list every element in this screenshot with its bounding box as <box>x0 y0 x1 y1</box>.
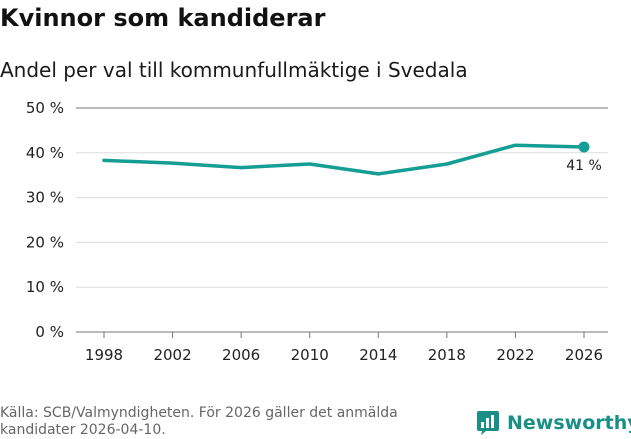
series-line <box>102 143 586 176</box>
line-chart: 0 % 10 % 20 % 30 % 40 % 50 % 1998 2002 2006 2010 2… <box>26 99 608 364</box>
y-tick-label: 20 % <box>26 233 64 251</box>
x-tick-label: 2018 <box>428 346 466 364</box>
x-tick-label: 2022 <box>496 346 534 364</box>
x-tick-label: 2014 <box>359 346 397 364</box>
end-point-marker <box>578 141 590 153</box>
x-tick-label: 2026 <box>565 346 603 364</box>
source-note: Källa: SCB/Valmyndigheten. För 2026 gäll… <box>0 405 398 438</box>
newsworthy-logo-icon <box>477 411 499 435</box>
y-tick-label: 10 % <box>26 278 64 296</box>
x-tick-label: 1998 <box>85 346 123 364</box>
y-tick-label: 30 % <box>26 189 64 207</box>
x-tick-label: 2002 <box>153 346 191 364</box>
y-tick-label: 50 % <box>26 99 64 117</box>
end-point-label: 41 % <box>566 158 602 174</box>
brand-name: Newsworthy <box>507 412 631 434</box>
brand-logo: Newsworthy <box>476 408 631 438</box>
chart-subtitle: Andel per val till kommunfullmäktige i S… <box>0 58 468 82</box>
y-tick-label: 0 % <box>35 323 64 341</box>
x-tick-label: 2010 <box>291 346 329 364</box>
chart-title: Kvinnor som kandiderar <box>0 4 326 32</box>
y-tick-label: 40 % <box>26 144 64 162</box>
x-tick-label: 2006 <box>222 346 260 364</box>
